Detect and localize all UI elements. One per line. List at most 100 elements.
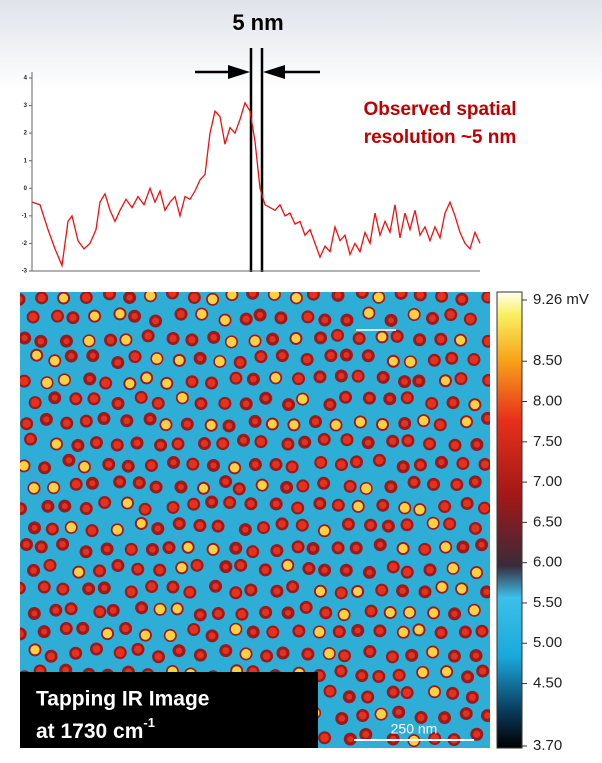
domain-core — [346, 693, 353, 700]
domain-core — [320, 733, 329, 743]
domain-core — [404, 607, 415, 618]
domain-core — [478, 541, 485, 548]
domain-core — [130, 352, 140, 361]
domain-core — [188, 459, 198, 469]
domain-core — [82, 548, 90, 556]
domain-core — [124, 462, 132, 470]
domain-core — [114, 561, 122, 570]
domain-core — [393, 332, 402, 341]
domain-core — [336, 588, 346, 598]
domain-core — [435, 420, 445, 430]
domain-core — [363, 693, 372, 701]
domain-core — [152, 317, 160, 325]
domain-core — [149, 546, 156, 553]
domain-core — [465, 314, 475, 324]
domain-core — [58, 584, 68, 594]
domain-core — [207, 378, 216, 388]
domain-core — [373, 292, 384, 303]
domain-core — [53, 311, 62, 321]
domain-core — [302, 603, 311, 612]
domain-core — [59, 374, 70, 385]
domain-core — [40, 582, 49, 592]
domain-core — [483, 292, 490, 302]
domain-core — [145, 292, 156, 301]
domain-core — [225, 498, 234, 507]
domain-core — [175, 520, 183, 528]
domain-core — [68, 352, 75, 360]
domain-core — [231, 588, 241, 597]
domain-core — [268, 627, 278, 637]
domain-core — [354, 627, 361, 634]
domain-core — [398, 627, 409, 638]
domain-core — [208, 544, 218, 555]
domain-core — [229, 463, 240, 473]
domain-core — [326, 401, 334, 409]
domain-core — [410, 478, 418, 486]
domain-core — [175, 647, 183, 654]
domain-core — [398, 543, 408, 554]
domain-core — [303, 355, 312, 364]
domain-core — [162, 378, 172, 388]
domain-core — [440, 376, 450, 386]
domain-core — [67, 604, 76, 613]
domain-core — [441, 714, 448, 721]
domain-core — [259, 523, 268, 532]
domain-core — [37, 338, 45, 345]
domain-core — [151, 353, 162, 364]
domain-core — [428, 608, 439, 618]
domain-core — [361, 483, 372, 494]
domain-core — [82, 504, 91, 513]
domain-core — [334, 292, 342, 299]
domain-core — [297, 520, 307, 530]
domain-core — [28, 312, 38, 322]
colorbar-tick-label: 6.50 — [533, 513, 562, 530]
domain-core — [452, 480, 461, 489]
domain-core — [71, 394, 81, 403]
domain-core — [250, 375, 257, 383]
domain-core — [45, 560, 55, 570]
domain-core — [52, 606, 60, 614]
domain-core — [59, 293, 69, 303]
domain-core — [464, 673, 471, 681]
domain-core — [62, 419, 71, 428]
domain-core — [316, 373, 324, 381]
domain-core — [37, 293, 46, 302]
domain-core — [92, 645, 101, 653]
label-box — [20, 672, 318, 748]
domain-core — [240, 436, 247, 444]
domain-core — [86, 375, 93, 383]
domain-core — [85, 585, 92, 593]
domain-core — [235, 484, 244, 493]
domain-core — [174, 355, 184, 365]
domain-core — [32, 350, 42, 360]
domain-core — [135, 479, 143, 487]
domain-core — [319, 525, 330, 536]
domain-core — [269, 335, 276, 343]
domain-core — [74, 567, 84, 577]
domain-core — [353, 501, 363, 512]
domain-core — [214, 609, 223, 618]
domain-core — [320, 435, 329, 444]
domain-core — [316, 457, 326, 467]
domain-core — [30, 645, 40, 655]
domain-core — [456, 374, 466, 384]
domain-core — [256, 311, 264, 319]
domain-core — [69, 313, 77, 322]
domain-core — [447, 354, 456, 363]
domain-core — [394, 670, 404, 680]
domain-core — [429, 686, 440, 697]
domain-core — [343, 352, 350, 359]
domain-core — [66, 522, 77, 533]
domain-core — [285, 609, 292, 616]
domain-core — [469, 355, 479, 364]
domain-core — [133, 439, 141, 447]
domain-core — [165, 630, 176, 641]
domain-core — [278, 352, 286, 360]
domain-core — [418, 415, 429, 426]
domain-core — [277, 314, 285, 322]
domain-core — [61, 503, 68, 510]
colorbar-tick-label: 8.00 — [533, 392, 562, 409]
domain-core — [334, 544, 342, 552]
domain-core — [105, 292, 114, 298]
domain-core — [338, 372, 345, 380]
